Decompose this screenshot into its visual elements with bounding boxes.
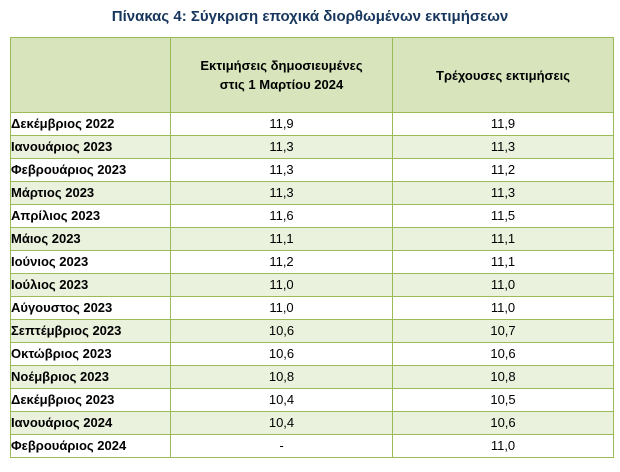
table-header-row: Εκτιμήσεις δημοσιευμένες στις 1 Μαρτίου … — [10, 37, 614, 113]
table-row: Φεβρουάριος 2024 - 11,0 — [10, 434, 614, 458]
row-current: 11,5 — [392, 204, 614, 228]
table-title: Πίνακας 4: Σύγκριση εποχικά διορθωμένων … — [111, 8, 509, 25]
table-row: Αύγουστος 2023 11,0 11,0 — [10, 296, 614, 320]
row-month: Αύγουστος 2023 — [10, 296, 171, 320]
row-month: Απρίλιος 2023 — [10, 204, 171, 228]
row-published: 11,2 — [170, 250, 393, 274]
header-month — [10, 37, 171, 113]
row-current: 11,2 — [392, 158, 614, 182]
header-current: Τρέχουσες εκτιμήσεις — [392, 37, 614, 113]
row-published: 10,4 — [170, 411, 393, 435]
row-published: 11,9 — [170, 112, 393, 136]
row-month: Δεκέμβριος 2023 — [10, 388, 171, 412]
row-published: 10,6 — [170, 342, 393, 366]
row-published: 11,3 — [170, 135, 393, 159]
row-current: 10,5 — [392, 388, 614, 412]
row-current: 10,8 — [392, 365, 614, 389]
row-current: 11,3 — [392, 135, 614, 159]
row-month: Δεκέμβριος 2022 — [10, 112, 171, 136]
row-current: 11,0 — [392, 434, 614, 458]
table-row: Οκτώβριος 2023 10,6 10,6 — [10, 342, 614, 366]
row-current: 11,1 — [392, 250, 614, 274]
header-published: Εκτιμήσεις δημοσιευμένες στις 1 Μαρτίου … — [170, 37, 393, 113]
row-published: 11,6 — [170, 204, 393, 228]
row-current: 11,3 — [392, 181, 614, 205]
row-current: 11,9 — [392, 112, 614, 136]
row-month: Σεπτέμβριος 2023 — [10, 319, 171, 343]
row-month: Νοέμβριος 2023 — [10, 365, 171, 389]
table-row: Φεβρουάριος 2023 11,3 11,2 — [10, 158, 614, 182]
table-row: Μάρτιος 2023 11,3 11,3 — [10, 181, 614, 205]
row-current: 10,6 — [392, 342, 614, 366]
row-month: Φεβρουάριος 2023 — [10, 158, 171, 182]
row-published: 11,0 — [170, 296, 393, 320]
table-row: Δεκέμβριος 2023 10,4 10,5 — [10, 388, 614, 412]
row-month: Μάιος 2023 — [10, 227, 171, 251]
table-row: Ιανουάριος 2023 11,3 11,3 — [10, 135, 614, 159]
table-row: Δεκέμβριος 2022 11,9 11,9 — [10, 112, 614, 136]
row-month: Οκτώβριος 2023 — [10, 342, 171, 366]
comparison-table: Εκτιμήσεις δημοσιευμένες στις 1 Μαρτίου … — [10, 37, 614, 458]
row-current: 10,7 — [392, 319, 614, 343]
table-row: Σεπτέμβριος 2023 10,6 10,7 — [10, 319, 614, 343]
row-published: 10,4 — [170, 388, 393, 412]
row-month: Μάρτιος 2023 — [10, 181, 171, 205]
row-published: 11,0 — [170, 273, 393, 297]
row-month: Ιούνιος 2023 — [10, 250, 171, 274]
row-published: 11,1 — [170, 227, 393, 251]
table-row: Ιούλιος 2023 11,0 11,0 — [10, 273, 614, 297]
row-current: 11,0 — [392, 273, 614, 297]
row-published: - — [170, 434, 393, 458]
table-row: Νοέμβριος 2023 10,8 10,8 — [10, 365, 614, 389]
row-published: 11,3 — [170, 158, 393, 182]
row-current: 11,0 — [392, 296, 614, 320]
row-month: Ιανουάριος 2024 — [10, 411, 171, 435]
row-current: 11,1 — [392, 227, 614, 251]
row-month: Ιούλιος 2023 — [10, 273, 171, 297]
row-current: 10,6 — [392, 411, 614, 435]
row-published: 10,6 — [170, 319, 393, 343]
row-published: 11,3 — [170, 181, 393, 205]
table-row: Μάιος 2023 11,1 11,1 — [10, 227, 614, 251]
table-row: Απρίλιος 2023 11,6 11,5 — [10, 204, 614, 228]
row-month: Φεβρουάριος 2024 — [10, 434, 171, 458]
row-published: 10,8 — [170, 365, 393, 389]
table-row: Ιανουάριος 2024 10,4 10,6 — [10, 411, 614, 435]
row-month: Ιανουάριος 2023 — [10, 135, 171, 159]
table-row: Ιούνιος 2023 11,2 11,1 — [10, 250, 614, 274]
